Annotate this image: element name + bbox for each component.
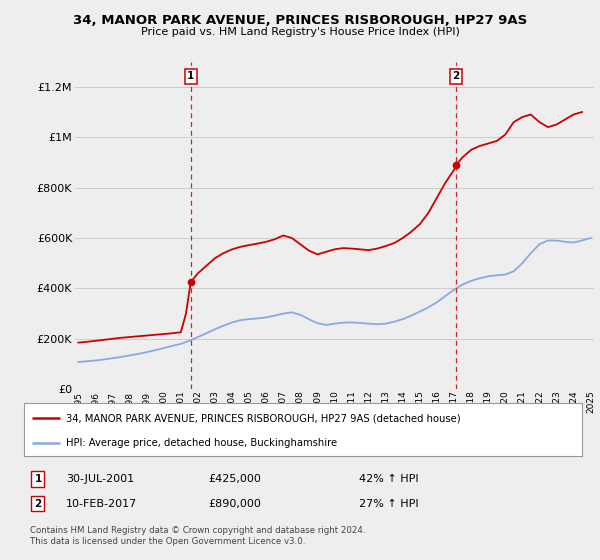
Text: 27% ↑ HPI: 27% ↑ HPI xyxy=(359,498,418,508)
Text: Price paid vs. HM Land Registry's House Price Index (HPI): Price paid vs. HM Land Registry's House … xyxy=(140,27,460,37)
Text: 42% ↑ HPI: 42% ↑ HPI xyxy=(359,474,418,484)
Text: £890,000: £890,000 xyxy=(208,498,261,508)
Text: 1: 1 xyxy=(34,474,41,484)
Text: 1: 1 xyxy=(187,71,194,81)
Text: 10-FEB-2017: 10-FEB-2017 xyxy=(66,498,137,508)
Text: 2: 2 xyxy=(452,71,460,81)
Text: 2: 2 xyxy=(34,498,41,508)
Text: £425,000: £425,000 xyxy=(208,474,261,484)
Text: 30-JUL-2001: 30-JUL-2001 xyxy=(66,474,134,484)
Text: HPI: Average price, detached house, Buckinghamshire: HPI: Average price, detached house, Buck… xyxy=(66,438,337,448)
Text: 34, MANOR PARK AVENUE, PRINCES RISBOROUGH, HP27 9AS (detached house): 34, MANOR PARK AVENUE, PRINCES RISBOROUG… xyxy=(66,413,460,423)
Text: Contains HM Land Registry data © Crown copyright and database right 2024.
This d: Contains HM Land Registry data © Crown c… xyxy=(29,526,365,545)
Text: 34, MANOR PARK AVENUE, PRINCES RISBOROUGH, HP27 9AS: 34, MANOR PARK AVENUE, PRINCES RISBOROUG… xyxy=(73,14,527,27)
